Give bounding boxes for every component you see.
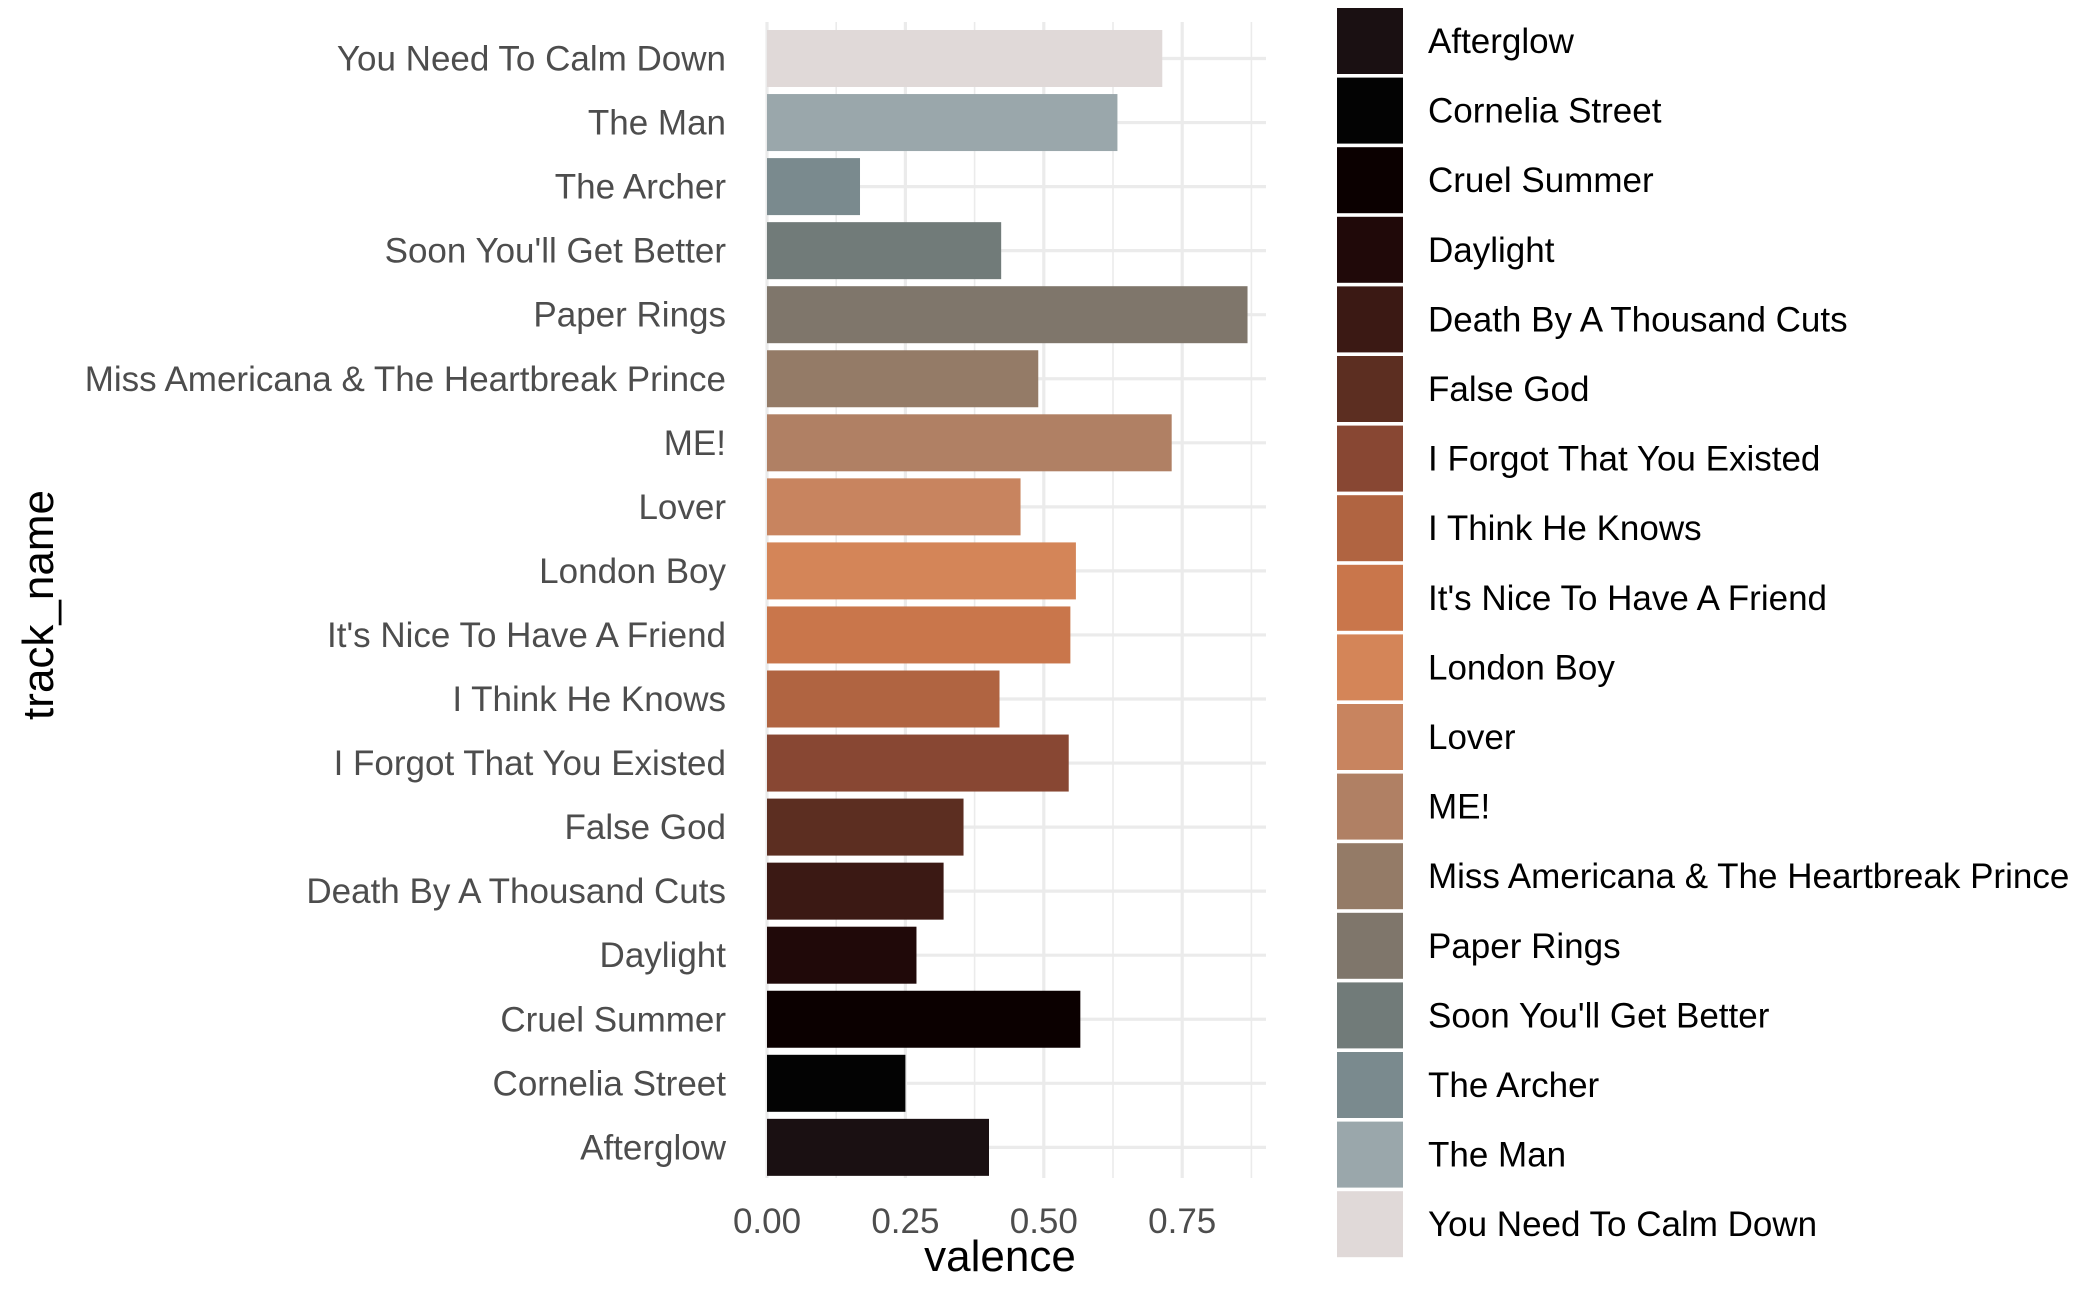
y-tick-label: False God — [565, 808, 726, 847]
legend-key — [1337, 634, 1403, 701]
legend-label: Cruel Summer — [1428, 161, 1654, 200]
legend-key — [1337, 216, 1403, 283]
bars — [767, 30, 1248, 1176]
legend-key — [1337, 425, 1403, 492]
legend-label: Soon You'll Get Better — [1428, 996, 1770, 1035]
y-tick-label: I Forgot That You Existed — [334, 744, 726, 783]
bar — [767, 350, 1039, 408]
bar — [767, 734, 1069, 792]
bar — [767, 158, 861, 216]
bar — [767, 478, 1021, 536]
legend-label: I Think He Knows — [1428, 509, 1702, 548]
bar — [767, 862, 944, 920]
legend-label: I Forgot That You Existed — [1428, 440, 1820, 479]
x-tick-labels: 0.00 0.25 0.50 0.75 — [733, 1202, 1216, 1241]
legend-label: Afterglow — [1428, 22, 1575, 61]
y-tick-label: Cornelia Street — [493, 1064, 727, 1103]
legend-label: False God — [1428, 370, 1589, 409]
legend: Afterglow Cornelia Street Cruel Summer Dayl… — [1337, 8, 2069, 1258]
legend-label: Lover — [1428, 718, 1516, 757]
y-tick-label: London Boy — [539, 552, 726, 591]
legend-key — [1337, 912, 1403, 979]
legend-key — [1337, 1191, 1403, 1258]
legend-label: Cornelia Street — [1428, 92, 1662, 131]
y-tick-label: Death By A Thousand Cuts — [306, 872, 726, 911]
bar — [767, 30, 1163, 87]
bar — [767, 222, 1002, 280]
x-tick-label: 0.00 — [733, 1202, 801, 1241]
legend-label: You Need To Calm Down — [1428, 1205, 1817, 1244]
bar — [767, 606, 1071, 664]
y-tick-label: The Man — [588, 104, 726, 143]
legend-key — [1337, 286, 1403, 353]
legend-key — [1337, 495, 1403, 562]
legend-label: Death By A Thousand Cuts — [1428, 300, 1848, 339]
y-tick-label: Cruel Summer — [500, 1000, 726, 1039]
legend-key — [1337, 564, 1403, 631]
legend-key — [1337, 147, 1403, 214]
bar — [767, 286, 1248, 344]
y-tick-label: It's Nice To Have A Friend — [327, 616, 726, 655]
legend-key — [1337, 843, 1403, 910]
legend-label: ME! — [1428, 788, 1490, 827]
y-tick-label: ME! — [664, 424, 726, 463]
legend-key — [1337, 77, 1403, 144]
bar — [767, 670, 1000, 728]
bar — [767, 542, 1076, 600]
y-tick-label: Afterglow — [580, 1128, 727, 1167]
bar — [767, 94, 1118, 152]
legend-key — [1337, 1052, 1403, 1118]
y-axis-title: track_name — [14, 490, 63, 720]
bar — [767, 798, 964, 856]
legend-key — [1337, 1121, 1403, 1188]
x-axis-title: valence — [924, 1232, 1076, 1281]
legend-key — [1337, 982, 1403, 1049]
y-tick-label: Paper Rings — [533, 296, 726, 335]
legend-label: It's Nice To Have A Friend — [1428, 579, 1827, 618]
bar — [767, 414, 1172, 472]
legend-label: Daylight — [1428, 231, 1555, 270]
legend-key — [1337, 773, 1403, 840]
y-tick-label: I Think He Knows — [452, 680, 726, 719]
y-tick-label: Soon You'll Get Better — [385, 232, 727, 271]
legend-label: The Archer — [1428, 1066, 1600, 1105]
legend-label: Miss Americana & The Heartbreak Prince — [1428, 857, 2069, 896]
bar — [767, 1118, 989, 1176]
legend-label: Paper Rings — [1428, 927, 1621, 966]
x-tick-label: 0.50 — [1010, 1202, 1078, 1241]
legend-label: The Man — [1428, 1136, 1566, 1175]
legend-key — [1337, 8, 1403, 74]
y-tick-label: Miss Americana & The Heartbreak Prince — [85, 360, 726, 399]
y-tick-label: Daylight — [600, 936, 727, 975]
bar — [767, 1054, 906, 1112]
legend-key — [1337, 704, 1403, 770]
legend-label: London Boy — [1428, 648, 1615, 687]
y-tick-label: The Archer — [555, 168, 727, 207]
y-tick-label: Lover — [638, 488, 726, 527]
y-tick-label: You Need To Calm Down — [337, 40, 726, 79]
bar — [767, 926, 917, 984]
legend-key — [1337, 356, 1403, 422]
x-tick-label: 0.25 — [871, 1202, 939, 1241]
y-tick-labels: Afterglow Cornelia Street Cruel Summer Dayl… — [85, 40, 727, 1168]
x-tick-label: 0.75 — [1148, 1202, 1216, 1241]
bar — [767, 990, 1081, 1048]
